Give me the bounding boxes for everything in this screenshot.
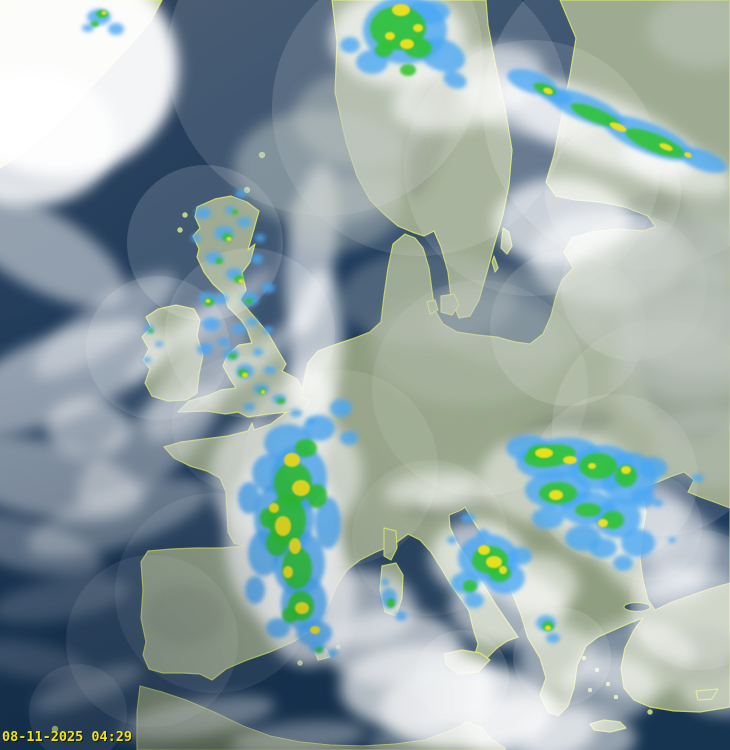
timestamp-label: 08-11-2025 04:29 [2,729,133,745]
